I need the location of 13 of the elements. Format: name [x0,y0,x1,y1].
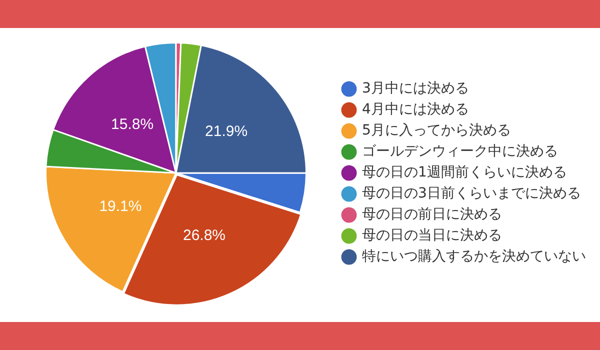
legend-label: 母の日の1週間前くらいに決める [362,164,567,181]
legend-label: ゴールデンウィーク中に決める [362,144,558,160]
data-label: 19.1% [99,198,142,216]
legend-label: 特にいつ購入するかを決めていない [362,248,586,265]
legend-label: 3月中には決める [362,80,469,97]
legend-label: 5月に入ってから決める [362,122,511,139]
legend-label: 母の日の前日に決める [362,206,502,223]
data-label: 21.9% [205,122,248,140]
legend-label: 母の日の3日前くらいまでに決める [362,186,581,202]
legend-label: 母の日の当日に決める [362,228,502,244]
legend-label: 4月中には決める [362,102,469,118]
data-label: 26.8% [182,227,226,244]
data-label: 15.8% [111,116,154,133]
